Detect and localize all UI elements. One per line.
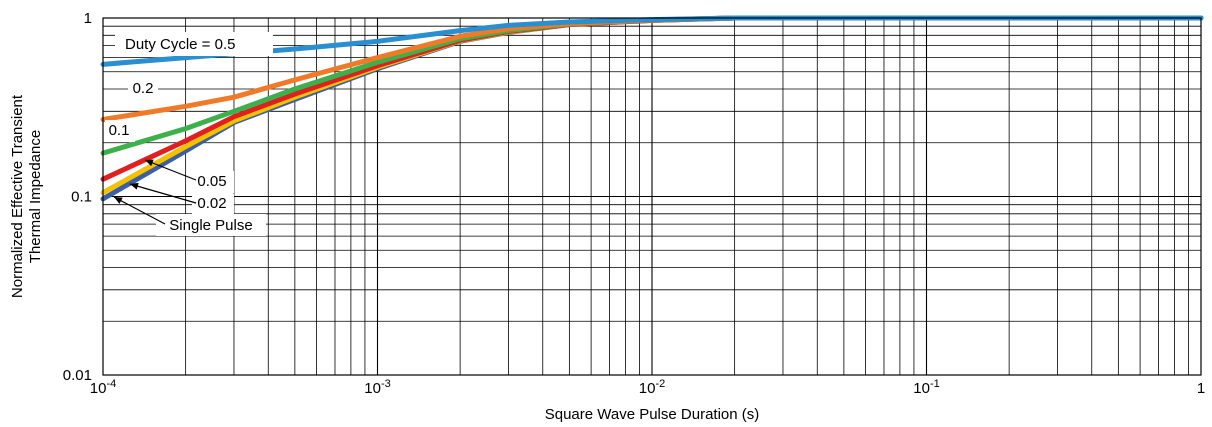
series-label-background [192,171,234,193]
series-label-text: Single Pulse [169,217,252,234]
y-axis-title-line: Normalized Effective Transient [9,94,26,298]
x-tick-label: 10-2 [639,378,665,397]
series-label: Duty Cycle = 0.5 [115,32,273,56]
series-label-text: 0.2 [133,80,154,97]
y-tick-label: 1 [84,10,92,27]
series-label: 0.1 [105,120,135,142]
leader-line [113,196,166,225]
y-axis-title-line: Thermal Impedance [27,130,44,263]
tick-labels: 10-4 10-3 10-2 10-1 1 1 0.1 0.01 [63,10,1205,397]
series-label-background [156,214,266,236]
leader-arrowhead [145,159,154,167]
x-tick-label: 1 [1197,380,1205,397]
series-label-background [105,120,135,142]
leader-line [144,159,197,181]
leader-line [129,183,197,204]
y-tick-label: 0.01 [63,367,92,384]
series-label: 0.05 [144,159,234,193]
series-annotations: Duty Cycle = 0.5 0.2 0.1 0.05 0.02 Single Pul… [105,32,273,236]
grid [103,18,1201,375]
y-axis-title: Normalized Effective TransientThermal Im… [9,94,44,298]
series-label: 0.02 [129,182,234,216]
series-label-background [192,194,234,216]
series-label-text: 0.02 [197,195,226,212]
y-tick-label: 0.1 [71,189,92,206]
series-label: 0.2 [128,80,158,102]
series-label-background [128,80,158,102]
series-label: Single Pulse [113,196,266,236]
leader-arrowhead [130,182,139,190]
plot-frame [102,17,1202,376]
series-label-text: 0.1 [109,122,130,139]
leader-arrowhead [114,197,123,204]
x-tick-label: 10-4 [90,378,116,397]
x-axis-title: Square Wave Pulse Duration (s) [545,406,760,423]
x-tick-label: 10-1 [913,378,939,397]
series-label-text: 0.05 [197,173,226,190]
series-label-background [115,32,273,56]
series-label-text: Duty Cycle = 0.5 [125,36,235,53]
x-tick-label: 10-3 [364,378,390,397]
